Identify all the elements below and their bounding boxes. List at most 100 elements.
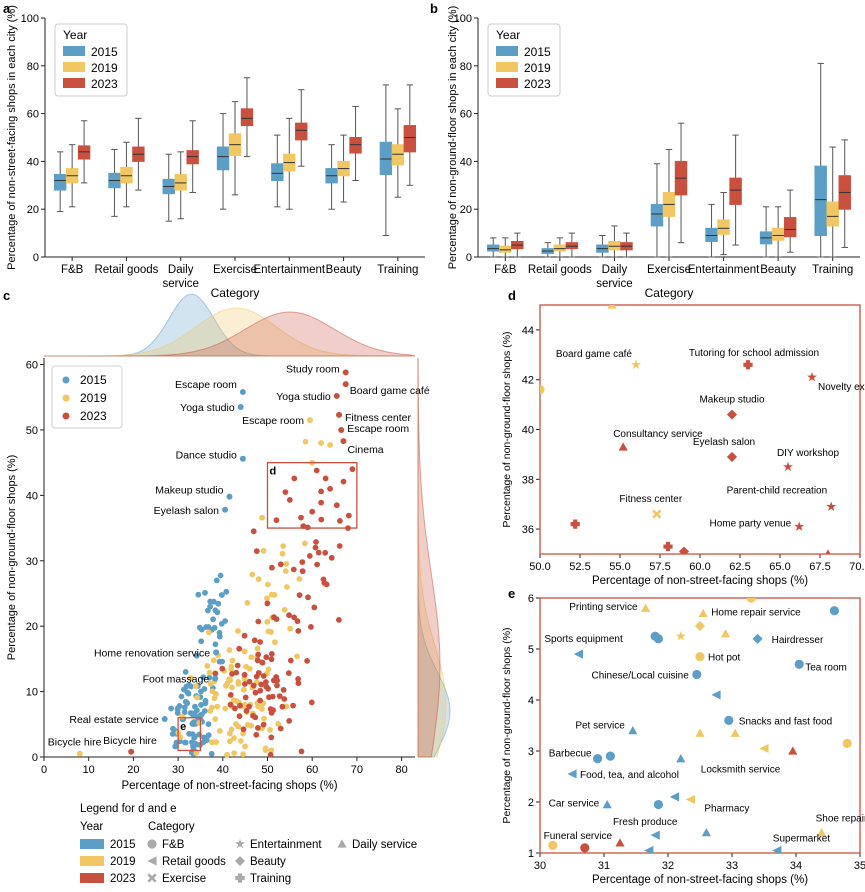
panel-c-label-yoga-studio-2015: Yoga studio <box>180 402 235 414</box>
panel-d-point-makeup-studio <box>726 409 738 420</box>
panel-b-box-2023-retail-goods-iqr <box>565 242 579 250</box>
panel-c-point-2015 <box>182 739 188 746</box>
panel-a-box-2019-training <box>391 108 405 198</box>
panel-c-point-2023 <box>298 748 305 755</box>
panel-e-point-pet-service <box>628 726 638 735</box>
panel-c-point-2019 <box>229 657 236 664</box>
panel-e-point-hairdresser <box>752 633 763 644</box>
panel-c-point-2015 <box>208 750 215 757</box>
panel-b-box-2023-beauty-iqr <box>783 217 797 238</box>
panel-d-point-unlabeled-13 <box>825 549 831 554</box>
panel-c-point-2019 <box>222 705 229 712</box>
panel-c-point-2015 <box>218 592 225 598</box>
panel-a-box-2023-f-b <box>77 120 91 184</box>
panel-c-point-2015 <box>185 690 192 697</box>
panel-b-category-label: Training <box>812 264 853 276</box>
panel-c-point-2023 <box>311 604 318 611</box>
panel-c-point-2015 <box>186 682 192 688</box>
panel-e-xtick-label: 32 <box>662 860 674 872</box>
panel-c-point-2015 <box>210 616 217 623</box>
panel-c-point-2019 <box>275 721 282 727</box>
panel-c-point-2019 <box>281 606 288 613</box>
panel-a-box-2015-f-b-iqr <box>53 174 67 191</box>
panel-d-xtick-label: 50.0 <box>529 561 550 573</box>
panel-c-legend-marker-2019 <box>62 394 70 402</box>
panel-c-point-2015 <box>205 624 212 630</box>
panel-c-point-2023 <box>268 651 275 657</box>
panel-b-ytick-label: 20 <box>460 204 472 216</box>
panel-e-point-unlabeled-29 <box>759 743 769 754</box>
panel-a-box-2023-beauty-iqr <box>349 137 362 154</box>
panel-c-point-2019 <box>216 728 223 734</box>
panel-c-point-escape-room-2019 <box>306 417 313 424</box>
panel-c-point-2023 <box>227 701 234 708</box>
panel-c-point-2019 <box>265 628 272 635</box>
legend-category-markers <box>147 838 347 883</box>
panel-c-point-2023 <box>253 548 260 554</box>
panel-c-point-2023 <box>246 678 253 685</box>
panel-c-xtick-label: 40 <box>217 764 229 776</box>
panel-c-point-2023 <box>345 512 352 519</box>
panel-e-point-unlabeled-35 <box>548 840 558 850</box>
panel-b-box-2019-entertainment <box>717 191 730 256</box>
legend-year-title: Year <box>80 821 103 833</box>
panel-c-point-2015 <box>205 607 211 614</box>
panel-e-label-shoe-repair-service: Shoe repair service <box>816 814 865 825</box>
panel-c-point-eyelash-salon-2015 <box>222 506 229 513</box>
panel-c-point-2023 <box>219 665 226 672</box>
panel-d-label-eyelash-salon: Eyelash salon <box>693 437 755 448</box>
panel-b-letter: b <box>430 1 438 16</box>
panel-c-point-2015 <box>197 712 204 719</box>
panel-e-point-home-repair-service <box>698 608 708 617</box>
panel-c-point-2019 <box>209 739 215 746</box>
panel-b-category-label: Daily <box>602 264 628 276</box>
panel-c-point-2023 <box>242 694 249 701</box>
panel-b-box-2019-entertainment-iqr <box>717 219 730 235</box>
panel-c-xtick-label: 80 <box>395 764 407 776</box>
panel-c-point-2019 <box>267 726 273 733</box>
legend-cat-exercise: Exercise <box>162 873 206 885</box>
panel-c-point-2015 <box>182 669 189 675</box>
panel-c-point-2023 <box>327 485 333 492</box>
panel-e-point-car-service <box>602 799 612 809</box>
panel-c-point-2023 <box>252 714 259 721</box>
panel-e-point-pharmacy <box>685 794 695 805</box>
panel-b-ytick-label: 80 <box>460 61 472 73</box>
panel-a-box-2015-training-iqr <box>379 141 393 176</box>
panel-b-box-2015-f-b <box>487 237 500 258</box>
panel-c-legend-marker-2023 <box>62 412 70 420</box>
legend-category-title: Category <box>148 821 195 833</box>
panel-c-point-escape-room-2015 <box>239 389 246 396</box>
panel-e-xtick-label: 34 <box>790 860 802 872</box>
panel-d-xtick-label: 62.5 <box>729 561 750 573</box>
panel-c-label-escape-room-2023: Escape room <box>347 423 409 435</box>
panel-c-point-2019 <box>213 691 219 697</box>
panel-b-legend-label-2023: 2023 <box>524 77 551 91</box>
panel-c-point-2015 <box>184 700 191 707</box>
panel-c-point-2023 <box>281 696 288 702</box>
panel-a-category-label: service <box>162 278 198 290</box>
panel-c-point-dance-studio-2015 <box>239 455 246 462</box>
panel-c-point-2023 <box>280 687 287 693</box>
panel-c-point-2023 <box>337 518 343 524</box>
panel-c-scatter: 0 10 20 30 40 50 60 70 80 0 10 20 30 40 50 60 Percentage… <box>6 293 451 792</box>
panel-c-point-2023 <box>264 600 271 607</box>
panel-d-label-diy-workshop: DIY workshop <box>777 448 840 459</box>
panel-c-point-2015 <box>178 693 185 700</box>
panel-c-point-2015 <box>198 702 204 708</box>
panel-c-point-2023 <box>253 673 260 680</box>
panel-d-xtick-label: 65.0 <box>769 561 790 573</box>
panel-e-point-unlabeled-28 <box>842 738 852 748</box>
panel-b-box-2019-retail-goods <box>553 237 567 258</box>
panel-c-point-2023 <box>333 502 340 509</box>
panel-b-category-label: Beauty <box>760 264 796 276</box>
panel-c-zoom-label-d: d <box>269 466 276 478</box>
panel-b-ytick-label: 60 <box>460 109 472 121</box>
panel-c-point-bicycle-hire-2019 <box>76 750 83 757</box>
panel-c-point-2023 <box>263 654 270 661</box>
panel-c-point-2023 <box>274 677 280 684</box>
panel-d-point-fitness-center <box>652 509 662 519</box>
panel-a-box-2023-daily-service-iqr <box>186 150 199 165</box>
panel-c-xtick-label: 50 <box>261 764 273 776</box>
legend-year-2019: 2019 <box>110 856 136 868</box>
